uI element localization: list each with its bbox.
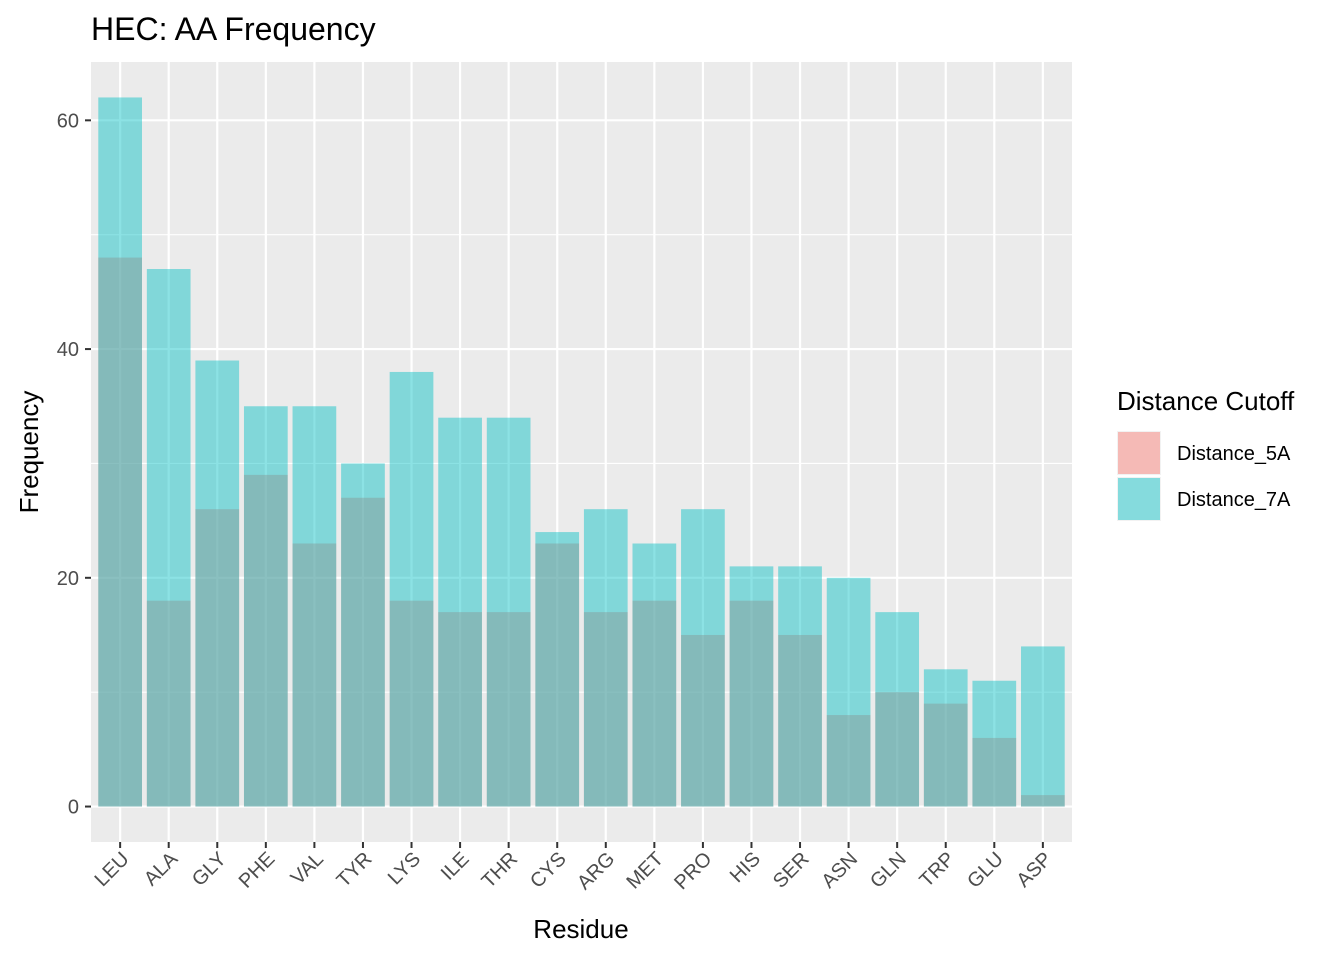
y-axis: 0 20 40 60 xyxy=(57,110,91,819)
x-tick-label: ASN xyxy=(818,848,863,893)
bar-distance_7a-gly xyxy=(195,360,240,807)
y-tick-label: 0 xyxy=(68,797,79,819)
bar-distance_5a-arg xyxy=(583,612,628,807)
bar-distance_7a-met xyxy=(632,543,677,807)
bar-distance_7a-glu xyxy=(972,680,1017,807)
bar-distance_5a-cys xyxy=(535,543,580,807)
bar-distance_7a-his xyxy=(729,566,774,807)
bar-distance_5a-val xyxy=(292,543,337,807)
bar-distance_5a-gly xyxy=(195,509,240,807)
bar-distance_5a-leu xyxy=(98,257,142,807)
bar-distance_7a-arg xyxy=(583,509,628,807)
x-tick-label: SER xyxy=(769,848,814,893)
x-tick-label: ASP xyxy=(1013,848,1057,892)
bar-distance_7a-ser xyxy=(778,566,822,807)
bar-distance_5a-pro xyxy=(681,634,725,807)
x-tick-label: ILE xyxy=(437,848,474,885)
bar-distance_5a-asp xyxy=(1021,795,1065,807)
bar-distance_7a-trp xyxy=(923,669,968,807)
bar-distance_5a-lys xyxy=(389,600,434,807)
bar-distance_7a-cys xyxy=(535,532,580,807)
bar-distance_5a-his xyxy=(729,600,774,807)
x-tick-label: PRO xyxy=(670,848,716,894)
bar-distance_5a-thr xyxy=(486,612,531,807)
bar-distance_7a-tyr xyxy=(341,463,385,807)
bar-distance_7a-pro xyxy=(681,509,725,807)
bar-distance_5a-tyr xyxy=(341,497,385,807)
y-axis-label: Frequency xyxy=(14,391,44,514)
bar-distance_7a-lys xyxy=(389,371,434,807)
x-tick-label: MET xyxy=(622,848,667,893)
bar-distance_5a-ile xyxy=(438,612,482,807)
x-tick-label: CYS xyxy=(526,848,571,893)
bar-distance_5a-ala xyxy=(146,600,191,807)
x-tick-label: TRP xyxy=(915,848,959,892)
bar-distance_7a-val xyxy=(292,406,337,807)
x-axis-label: Residue xyxy=(533,914,628,944)
x-tick-label: LEU xyxy=(91,848,134,891)
x-axis: LEU ALA GLY PHE VAL TYR LYS ILE THR CYS ARG MET PRO H… xyxy=(91,842,1057,894)
legend: Distance Cutoff Distance_5A Distance_7A xyxy=(1117,386,1295,521)
x-tick-label: VAL xyxy=(287,848,328,889)
x-tick-label: GLN xyxy=(866,848,911,893)
x-tick-label: HIS xyxy=(726,848,765,887)
x-tick-label: GLU xyxy=(963,848,1008,893)
chart-title: HEC: AA Frequency xyxy=(91,11,376,47)
x-tick-label: ARG xyxy=(573,848,619,894)
bar-distance_7a-asp xyxy=(1021,646,1065,807)
bar-distance_5a-trp xyxy=(923,703,968,807)
x-tick-label: ALA xyxy=(140,848,183,891)
bar-distance_5a-met xyxy=(632,600,677,807)
x-tick-label: GLY xyxy=(188,848,231,891)
bar-distance_7a-asn xyxy=(826,577,871,807)
legend-key-bg xyxy=(1117,431,1161,475)
legend-key-bg xyxy=(1117,477,1161,521)
bars xyxy=(98,97,1065,807)
x-tick-label: PHE xyxy=(235,848,280,893)
legend-label: Distance_7A xyxy=(1177,489,1291,511)
bar-distance_5a-ser xyxy=(778,634,822,807)
x-tick-label: TYR xyxy=(333,848,377,892)
y-tick-label: 60 xyxy=(57,110,79,132)
legend-key-distance_7a xyxy=(1118,478,1160,520)
bar-distance_7a-gln xyxy=(875,612,920,807)
bar-distance_7a-phe xyxy=(243,406,288,807)
bar-distance_7a-thr xyxy=(486,417,531,807)
legend-label: Distance_5A xyxy=(1177,443,1291,465)
x-tick-label: LYS xyxy=(384,848,425,889)
plot-panel xyxy=(91,62,1072,842)
bar-distance_7a-ala xyxy=(146,269,191,807)
legend-title: Distance Cutoff xyxy=(1117,386,1295,416)
bar-distance_7a-ile xyxy=(438,417,482,807)
y-tick-label: 20 xyxy=(57,568,79,590)
bar-distance_5a-gln xyxy=(875,692,920,807)
legend-key-distance_5a xyxy=(1118,432,1160,474)
bar-distance_5a-glu xyxy=(972,737,1017,807)
bar-distance_5a-asn xyxy=(826,715,871,807)
bar-distance_5a-phe xyxy=(243,474,288,807)
y-tick-label: 40 xyxy=(57,339,79,361)
bar-distance_7a-leu xyxy=(98,97,142,807)
x-tick-label: THR xyxy=(478,848,523,893)
gridlines xyxy=(91,62,1072,842)
